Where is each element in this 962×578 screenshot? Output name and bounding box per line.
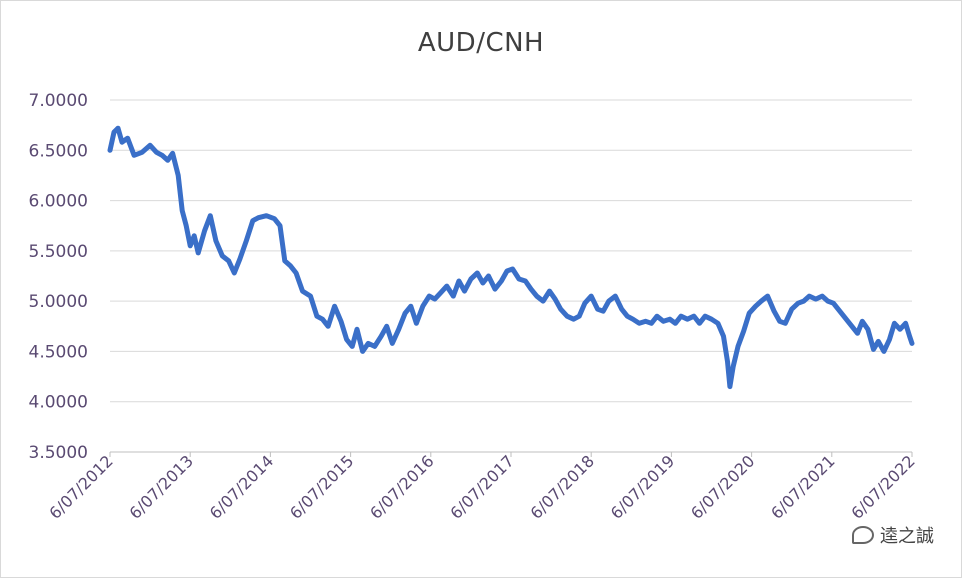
x-tick-label: 6/07/2015 xyxy=(286,451,357,522)
watermark-text: 逵之誠 xyxy=(880,526,934,547)
x-axis-ticks: 6/07/2012 6/07/2013 6/07/2014 6/07/2015 6/07… xyxy=(45,451,918,522)
y-tick-label: 5.0000 xyxy=(29,292,88,312)
x-tick-label: 6/07/2020 xyxy=(687,451,758,522)
x-tick-label: 6/07/2013 xyxy=(126,451,197,522)
x-tick-label: 6/07/2014 xyxy=(206,451,277,522)
y-tick-label: 6.5000 xyxy=(29,141,88,161)
watermark: 逵之誠 xyxy=(852,522,934,548)
x-tick-label: 6/07/2017 xyxy=(446,451,517,522)
y-tick-label: 7.0000 xyxy=(29,91,88,111)
y-tick-label: 4.5000 xyxy=(29,342,88,362)
y-tick-label: 5.5000 xyxy=(29,242,88,262)
x-tick-label: 6/07/2022 xyxy=(847,451,918,522)
x-tick-label: 6/07/2016 xyxy=(366,451,437,522)
x-tick-label: 6/07/2018 xyxy=(527,451,598,522)
gridlines xyxy=(110,99,912,453)
x-tick-label: 6/07/2021 xyxy=(767,451,838,522)
y-axis-ticks: 7.0000 6.5000 6.0000 5.5000 5.0000 4.5000 4.00… xyxy=(29,91,88,463)
y-tick-label: 3.5000 xyxy=(29,443,88,463)
y-tick-label: 4.0000 xyxy=(29,393,88,413)
wechat-icon xyxy=(852,526,874,544)
y-tick-label: 6.0000 xyxy=(29,192,88,212)
chart-title: AUD/CNH xyxy=(417,28,545,58)
series-line xyxy=(107,125,915,390)
x-tick-label: 6/07/2019 xyxy=(607,451,678,522)
